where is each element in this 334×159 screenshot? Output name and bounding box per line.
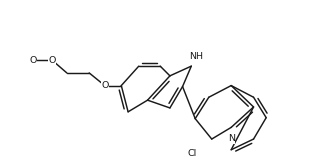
- Text: O: O: [101, 81, 109, 90]
- Text: N: N: [228, 134, 235, 143]
- Text: O: O: [29, 56, 36, 65]
- Text: NH: NH: [189, 52, 203, 61]
- Text: O: O: [48, 56, 56, 65]
- Text: Cl: Cl: [188, 149, 197, 158]
